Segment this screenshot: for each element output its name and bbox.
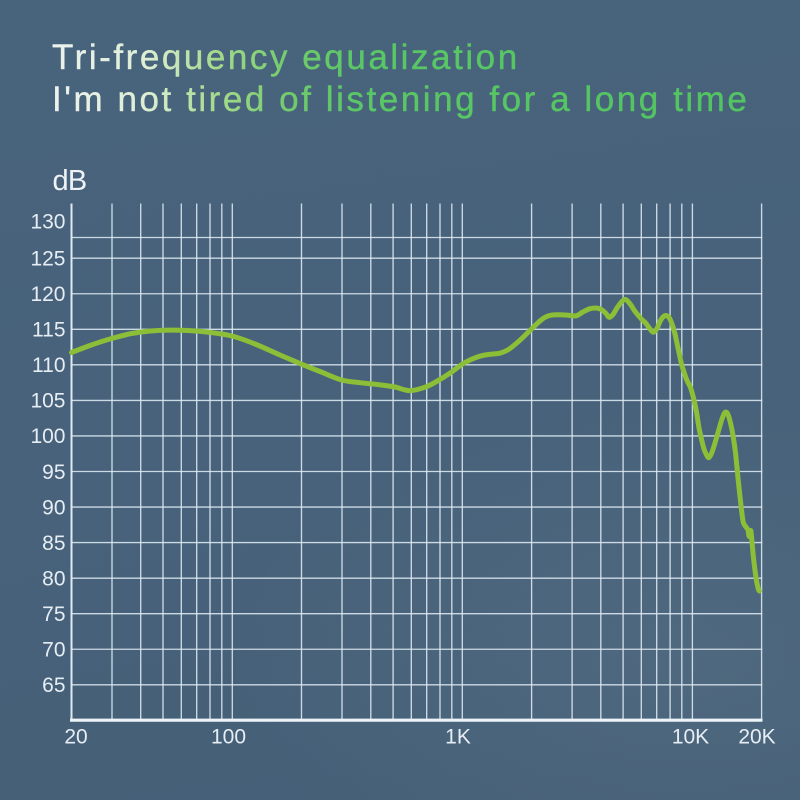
svg-text:85: 85 xyxy=(42,532,65,555)
svg-text:130: 130 xyxy=(30,211,65,234)
svg-text:10K: 10K xyxy=(672,726,709,749)
svg-text:120: 120 xyxy=(30,283,65,306)
svg-text:110: 110 xyxy=(32,354,65,377)
svg-text:65: 65 xyxy=(42,674,65,697)
svg-text:115: 115 xyxy=(32,319,65,342)
svg-text:70: 70 xyxy=(42,639,65,662)
svg-text:80: 80 xyxy=(42,567,65,590)
svg-text:125: 125 xyxy=(30,247,65,270)
svg-text:90: 90 xyxy=(42,496,65,519)
svg-text:95: 95 xyxy=(42,461,65,484)
svg-text:100: 100 xyxy=(30,425,65,448)
svg-text:20: 20 xyxy=(64,726,87,749)
svg-text:75: 75 xyxy=(42,603,65,626)
svg-text:100: 100 xyxy=(211,726,246,749)
svg-text:105: 105 xyxy=(30,390,65,413)
svg-text:dB: dB xyxy=(53,165,87,197)
svg-text:20K: 20K xyxy=(738,726,775,749)
svg-text:1K: 1K xyxy=(445,726,471,749)
